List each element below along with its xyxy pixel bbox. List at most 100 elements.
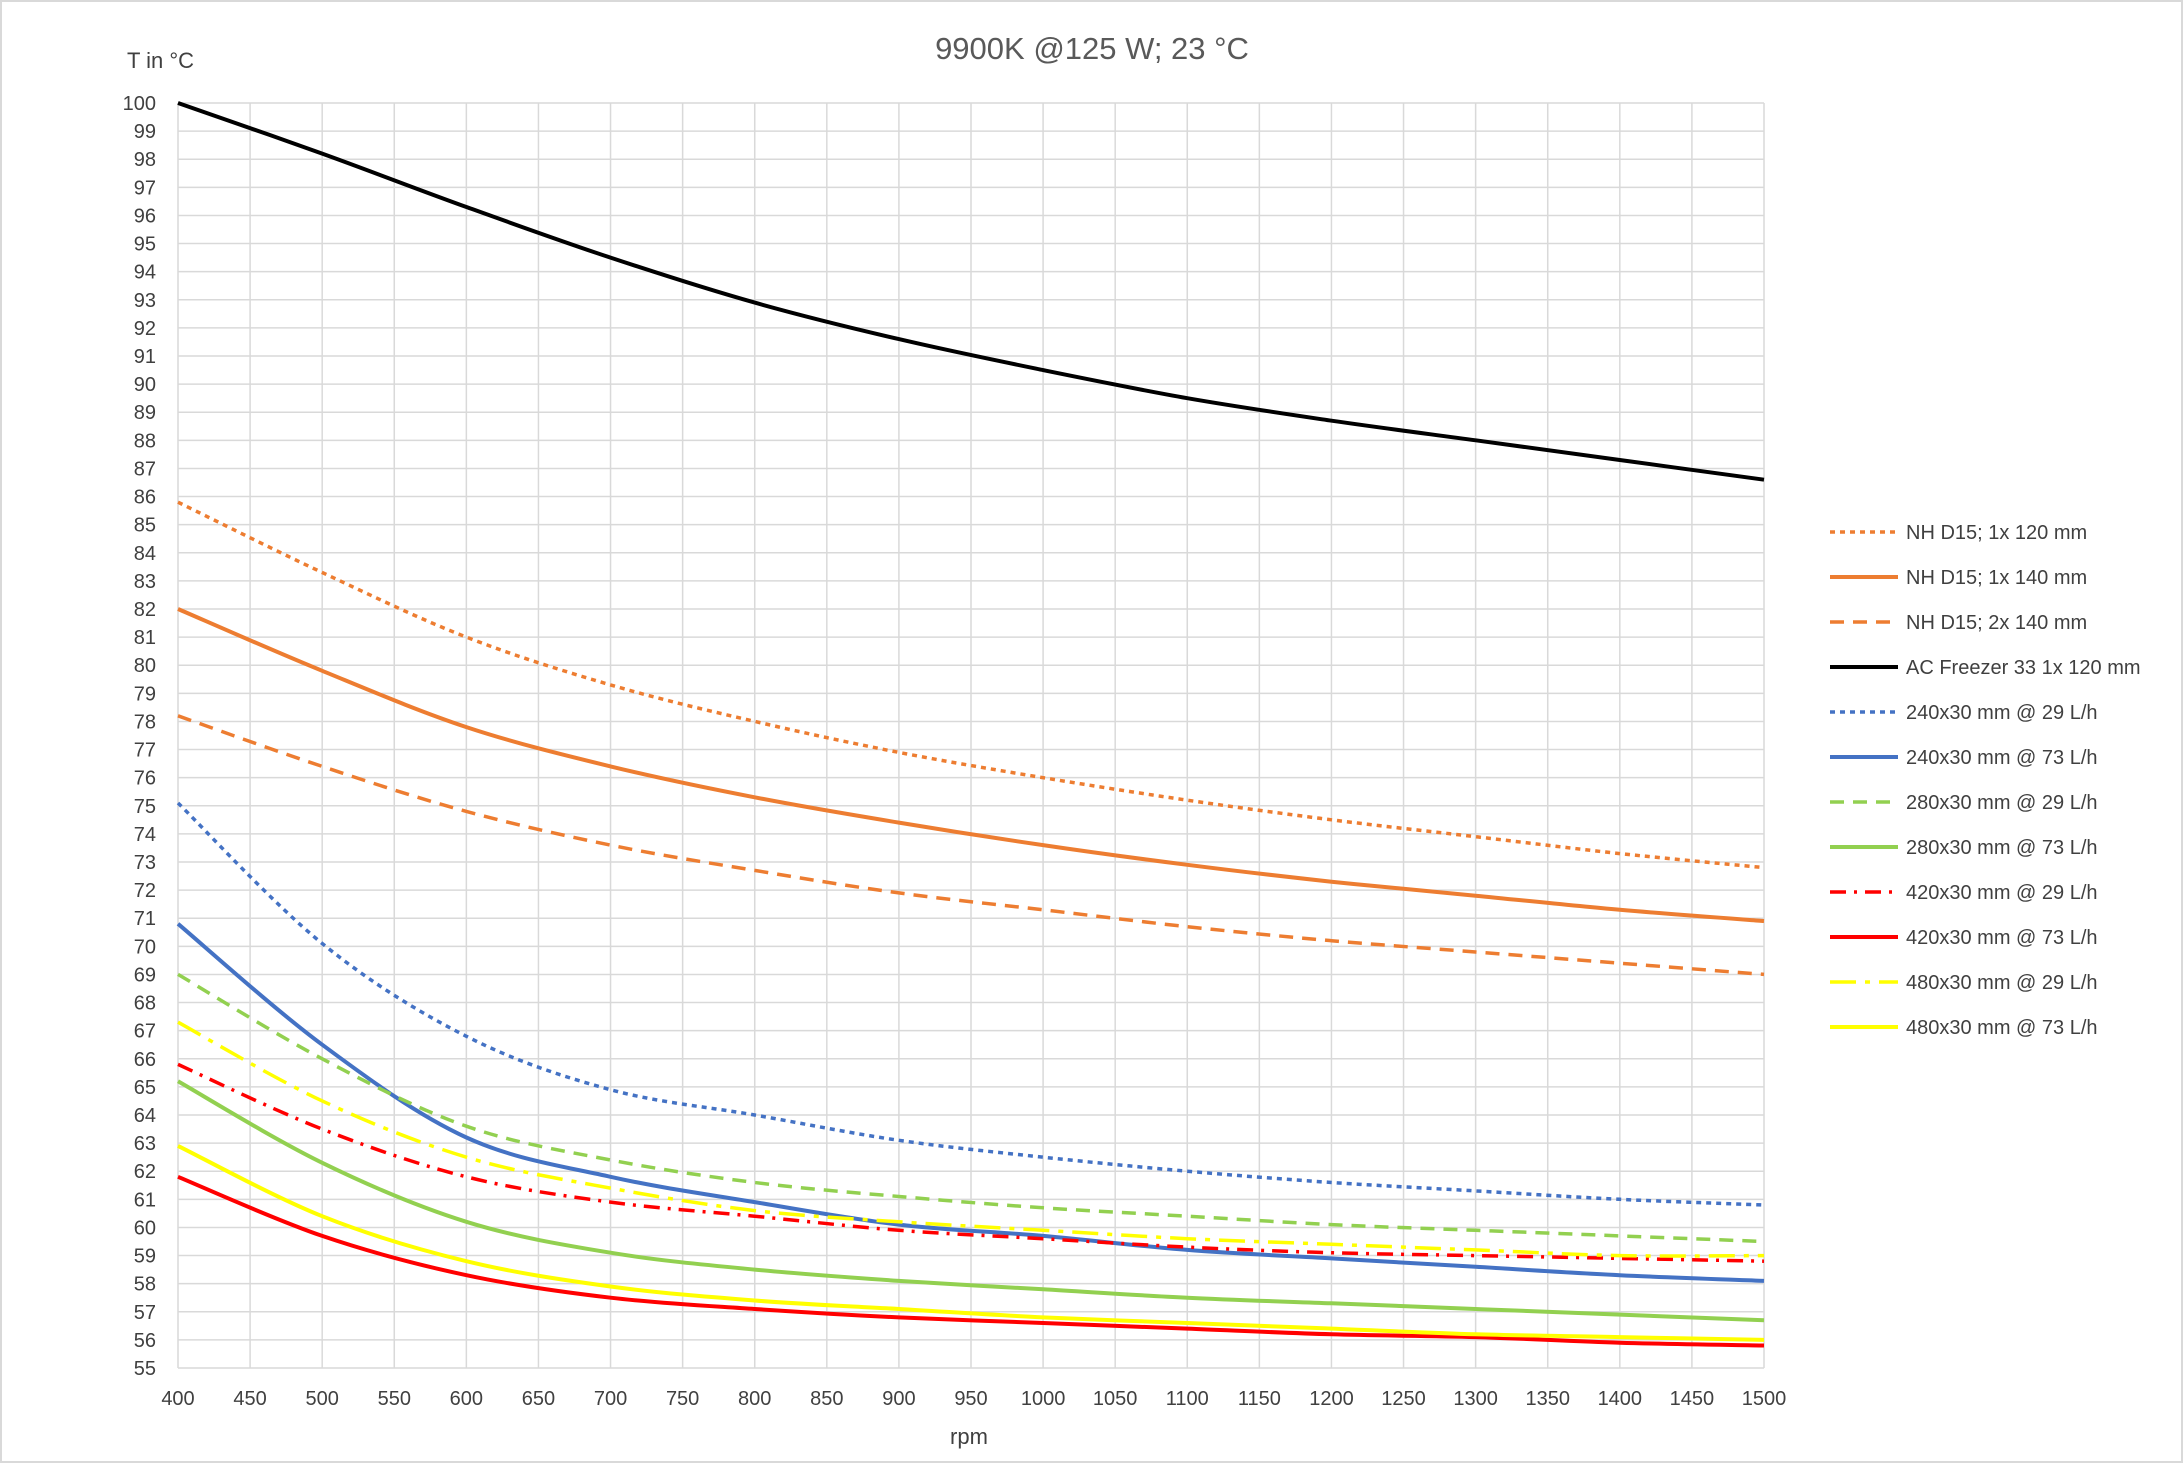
y-tick-label: 100 — [123, 93, 156, 115]
legend-entry: 240x30 mm @ 29 L/h — [1906, 702, 2098, 724]
x-tick-label: 500 — [305, 1388, 338, 1410]
y-tick-label: 81 — [134, 627, 156, 649]
x-tick-label: 650 — [522, 1388, 555, 1410]
series-line — [177, 1144, 1765, 1342]
y-tick-label: 82 — [134, 599, 156, 621]
y-tick-label: 72 — [134, 880, 156, 902]
x-tick-label: 1150 — [1238, 1388, 1281, 1410]
x-tick-label: 950 — [954, 1388, 987, 1410]
y-tick-label: 60 — [134, 1217, 156, 1239]
legend-entry: 480x30 mm @ 73 L/h — [1906, 1017, 2098, 1039]
y-tick-label: 57 — [134, 1302, 156, 1324]
y-tick-label: 96 — [134, 205, 156, 227]
y-tick-label: 61 — [134, 1189, 156, 1211]
y-tick-label: 66 — [134, 1049, 156, 1071]
legend-entry: 420x30 mm @ 73 L/h — [1906, 927, 2098, 949]
x-tick-label: 1000 — [1021, 1388, 1066, 1410]
y-tick-label: 55 — [134, 1358, 156, 1380]
series-line — [176, 922, 1765, 1283]
x-axis-title: rpm — [950, 1424, 988, 1449]
y-tick-label: 74 — [134, 824, 156, 846]
y-tick-label: 71 — [134, 908, 156, 930]
y-tick-label: 73 — [134, 852, 156, 874]
y-tick-label: 67 — [134, 1021, 156, 1043]
legend-entry: 480x30 mm @ 29 L/h — [1906, 972, 2098, 994]
x-tick-label: 800 — [738, 1388, 771, 1410]
legend-entry: NH D15; 2x 140 mm — [1906, 612, 2087, 634]
x-tick-label: 1100 — [1166, 1388, 1209, 1410]
y-tick-label: 78 — [134, 711, 156, 733]
series-line — [177, 714, 1765, 977]
x-tick-label: 1400 — [1598, 1388, 1643, 1410]
legend-entry: 420x30 mm @ 29 L/h — [1906, 882, 2098, 904]
x-tick-label: 1300 — [1453, 1388, 1498, 1410]
tick-labels: 55 56 57 58 59 60 61 62 63 64 65 66 67 68 69 70 71 72 73 74… — [123, 93, 1787, 1410]
gridlines — [177, 102, 1765, 1369]
chart-title: 9900K @125 W; 23 °C — [935, 31, 1249, 66]
series-line — [177, 101, 1765, 482]
y-tick-label: 90 — [134, 374, 156, 396]
y-tick-label: 62 — [134, 1161, 156, 1183]
x-tick-label: 1500 — [1742, 1388, 1787, 1410]
y-tick-label: 93 — [134, 290, 156, 312]
series-line — [177, 1174, 1765, 1348]
legend: NH D15; 1x 120 mm NH D15; 1x 140 mm NH D15… — [1830, 522, 2141, 1039]
x-tick-label: 550 — [378, 1388, 411, 1410]
y-tick-label: 75 — [134, 796, 156, 818]
y-tick-label: 70 — [134, 936, 156, 958]
y-tick-label: 91 — [134, 346, 156, 368]
x-tick-label: 1350 — [1525, 1388, 1570, 1410]
y-tick-label: 58 — [134, 1274, 156, 1296]
x-tick-label: 1200 — [1309, 1388, 1354, 1410]
series-line — [177, 1020, 1765, 1258]
legend-entry: 280x30 mm @ 73 L/h — [1906, 837, 2098, 859]
y-tick-label: 59 — [134, 1246, 156, 1268]
legend-entry: NH D15; 1x 120 mm — [1906, 522, 2087, 544]
y-tick-label: 89 — [134, 402, 156, 424]
series-line — [177, 1079, 1765, 1323]
y-tick-label: 98 — [134, 149, 156, 171]
x-tick-label: 900 — [882, 1388, 915, 1410]
x-tick-label: 750 — [666, 1388, 699, 1410]
series-line — [177, 972, 1765, 1244]
y-tick-label: 87 — [134, 458, 156, 480]
legend-entry: 280x30 mm @ 29 L/h — [1906, 792, 2098, 814]
x-tick-label: 400 — [161, 1388, 194, 1410]
y-tick-label: 83 — [134, 571, 156, 593]
legend-entry: 240x30 mm @ 73 L/h — [1906, 747, 2098, 769]
y-tick-label: 94 — [134, 262, 156, 284]
y-tick-label: 86 — [134, 487, 156, 509]
series-line — [177, 1062, 1765, 1263]
y-tick-label: 84 — [134, 543, 156, 565]
y-tick-label: 65 — [134, 1077, 156, 1099]
y-tick-label: 85 — [134, 515, 156, 537]
y-tick-label: 77 — [134, 740, 156, 762]
x-tick-label: 450 — [233, 1388, 266, 1410]
legend-entry: NH D15; 1x 140 mm — [1906, 567, 2087, 589]
y-tick-label: 68 — [134, 993, 156, 1015]
series-line — [177, 500, 1765, 870]
y-tick-label: 92 — [134, 318, 156, 340]
series-line — [177, 607, 1765, 923]
y-tick-label: 63 — [134, 1133, 156, 1155]
y-tick-label: 64 — [134, 1105, 156, 1127]
y-tick-label: 79 — [134, 683, 156, 705]
y-tick-label: 97 — [134, 177, 156, 199]
x-tick-label: 1050 — [1093, 1388, 1138, 1410]
y-tick-label: 88 — [134, 430, 156, 452]
legend-entry: AC Freezer 33 1x 120 mm — [1906, 657, 2141, 679]
y-tick-label: 80 — [134, 655, 156, 677]
y-tick-label: 95 — [134, 234, 156, 256]
x-tick-label: 600 — [450, 1388, 483, 1410]
y-tick-label: 69 — [134, 964, 156, 986]
y-tick-label: 99 — [134, 121, 156, 143]
x-tick-label: 700 — [594, 1388, 627, 1410]
x-tick-label: 1450 — [1670, 1388, 1715, 1410]
y-tick-label: 56 — [134, 1330, 156, 1352]
x-tick-label: 850 — [810, 1388, 843, 1410]
y-axis-title: T in °C — [127, 48, 194, 73]
series-line — [176, 801, 1765, 1207]
